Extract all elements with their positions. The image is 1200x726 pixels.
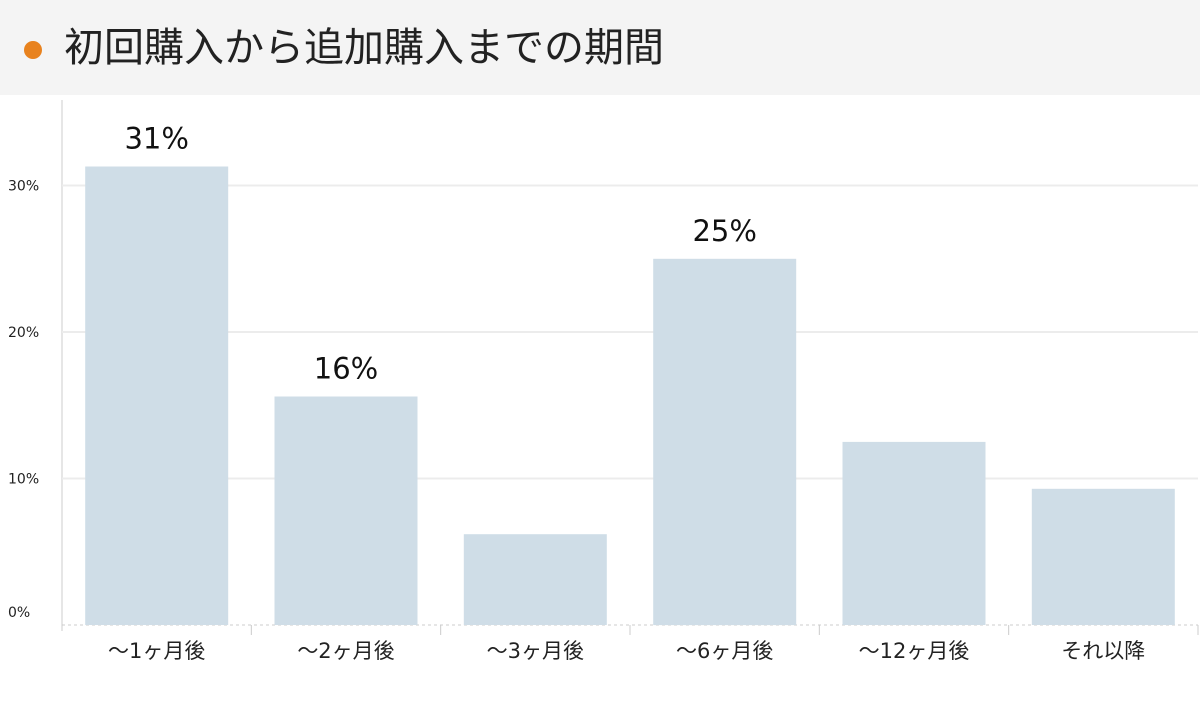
chart-header: 初回購入から追加購入までの期間: [0, 0, 1200, 95]
bar: [1031, 488, 1175, 625]
y-tick-label: 0%: [8, 605, 30, 621]
x-tick-label: 〜12ヶ月後: [859, 639, 970, 663]
bar: [653, 258, 797, 626]
x-tick-label: 〜6ヶ月後: [676, 639, 773, 663]
x-tick-label: 〜3ヶ月後: [487, 639, 584, 663]
y-tick-label: 30%: [8, 179, 39, 195]
bullet-dot-icon: [24, 41, 42, 59]
data-label: 31%: [124, 122, 188, 156]
x-tick-label: 〜2ヶ月後: [297, 639, 394, 663]
bar: [274, 396, 418, 625]
bar: [85, 166, 229, 625]
bar: [463, 534, 607, 625]
bar-chart: 0% 10% 20% 30% 〜1ヶ月後 31% 〜2ヶ月後 16% 〜3ヶ月後 〜6ヶ月後 25%…: [8, 100, 1199, 663]
data-label: 16%: [314, 352, 378, 386]
y-tick-label: 20%: [8, 325, 39, 341]
x-tick-label: 〜1ヶ月後: [108, 639, 205, 663]
x-tick-label: それ以降: [1061, 639, 1145, 663]
bar: [842, 441, 986, 625]
y-tick-label: 10%: [8, 472, 39, 488]
data-label: 25%: [692, 214, 756, 248]
chart-title: 初回購入から追加購入までの期間: [64, 25, 664, 71]
